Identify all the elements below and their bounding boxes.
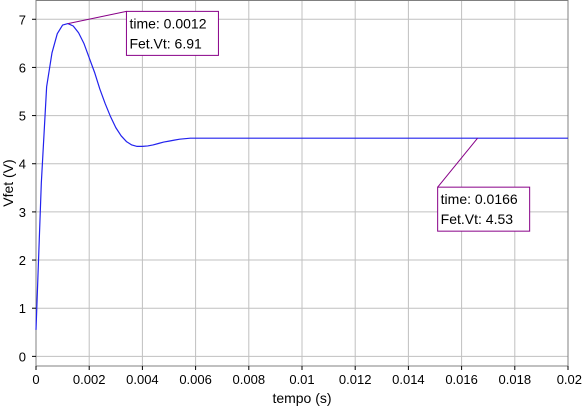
y-tick-label: 5: [19, 109, 26, 124]
annotation-time-label: time: 0.0166: [441, 191, 518, 207]
y-tick-label: 0: [19, 349, 26, 364]
x-tick-label: 0.016: [445, 372, 478, 387]
x-axis-title: tempo (s): [272, 390, 331, 406]
x-tick-label: 0.018: [499, 372, 532, 387]
annotation-box: [437, 186, 531, 232]
annotation-box: [125, 10, 219, 56]
y-tick-label: 6: [19, 60, 26, 75]
y-tick-label: 4: [19, 157, 26, 172]
annotation-value-label: Fet.Vt: 6.91: [129, 35, 202, 51]
x-tick-label: 0.014: [392, 372, 425, 387]
x-tick-label: 0: [32, 372, 39, 387]
annotation-layer: time: 0.0012 Fet.Vt: 6.91 time: 0.0166 Fet.…: [67, 10, 531, 232]
y-tick-label: 7: [19, 12, 26, 27]
x-tick-label: 0.008: [233, 372, 266, 387]
annotation-time-label: time: 0.0012: [129, 15, 206, 31]
y-tick-label: 1: [19, 301, 26, 316]
y-axis-title: Vfet (V): [0, 159, 16, 206]
x-tick-label: 0.002: [73, 372, 106, 387]
series-layer: [35, 23, 568, 330]
annotation-leader: [67, 10, 127, 25]
x-tick-label: 0.012: [339, 372, 372, 387]
x-tick-label: 0.004: [126, 372, 159, 387]
y-tick-label: 3: [19, 205, 26, 220]
x-tick-label: 0.01: [289, 372, 314, 387]
x-axis-ticks: 0 0.002 0.004 0.006 0.008 0.01 0.012 0.014 0.016…: [32, 366, 582, 387]
series-line: [35, 23, 568, 330]
y-tick-label: 2: [19, 253, 26, 268]
y-axis-ticks: 0 1 2 3 4 5 6 7: [19, 12, 36, 364]
annotation-value-label: Fet.Vt: 4.53: [441, 211, 514, 227]
x-tick-label: 0.02: [557, 372, 582, 387]
annotation-leader: [437, 137, 478, 188]
x-tick-label: 0.006: [179, 372, 212, 387]
